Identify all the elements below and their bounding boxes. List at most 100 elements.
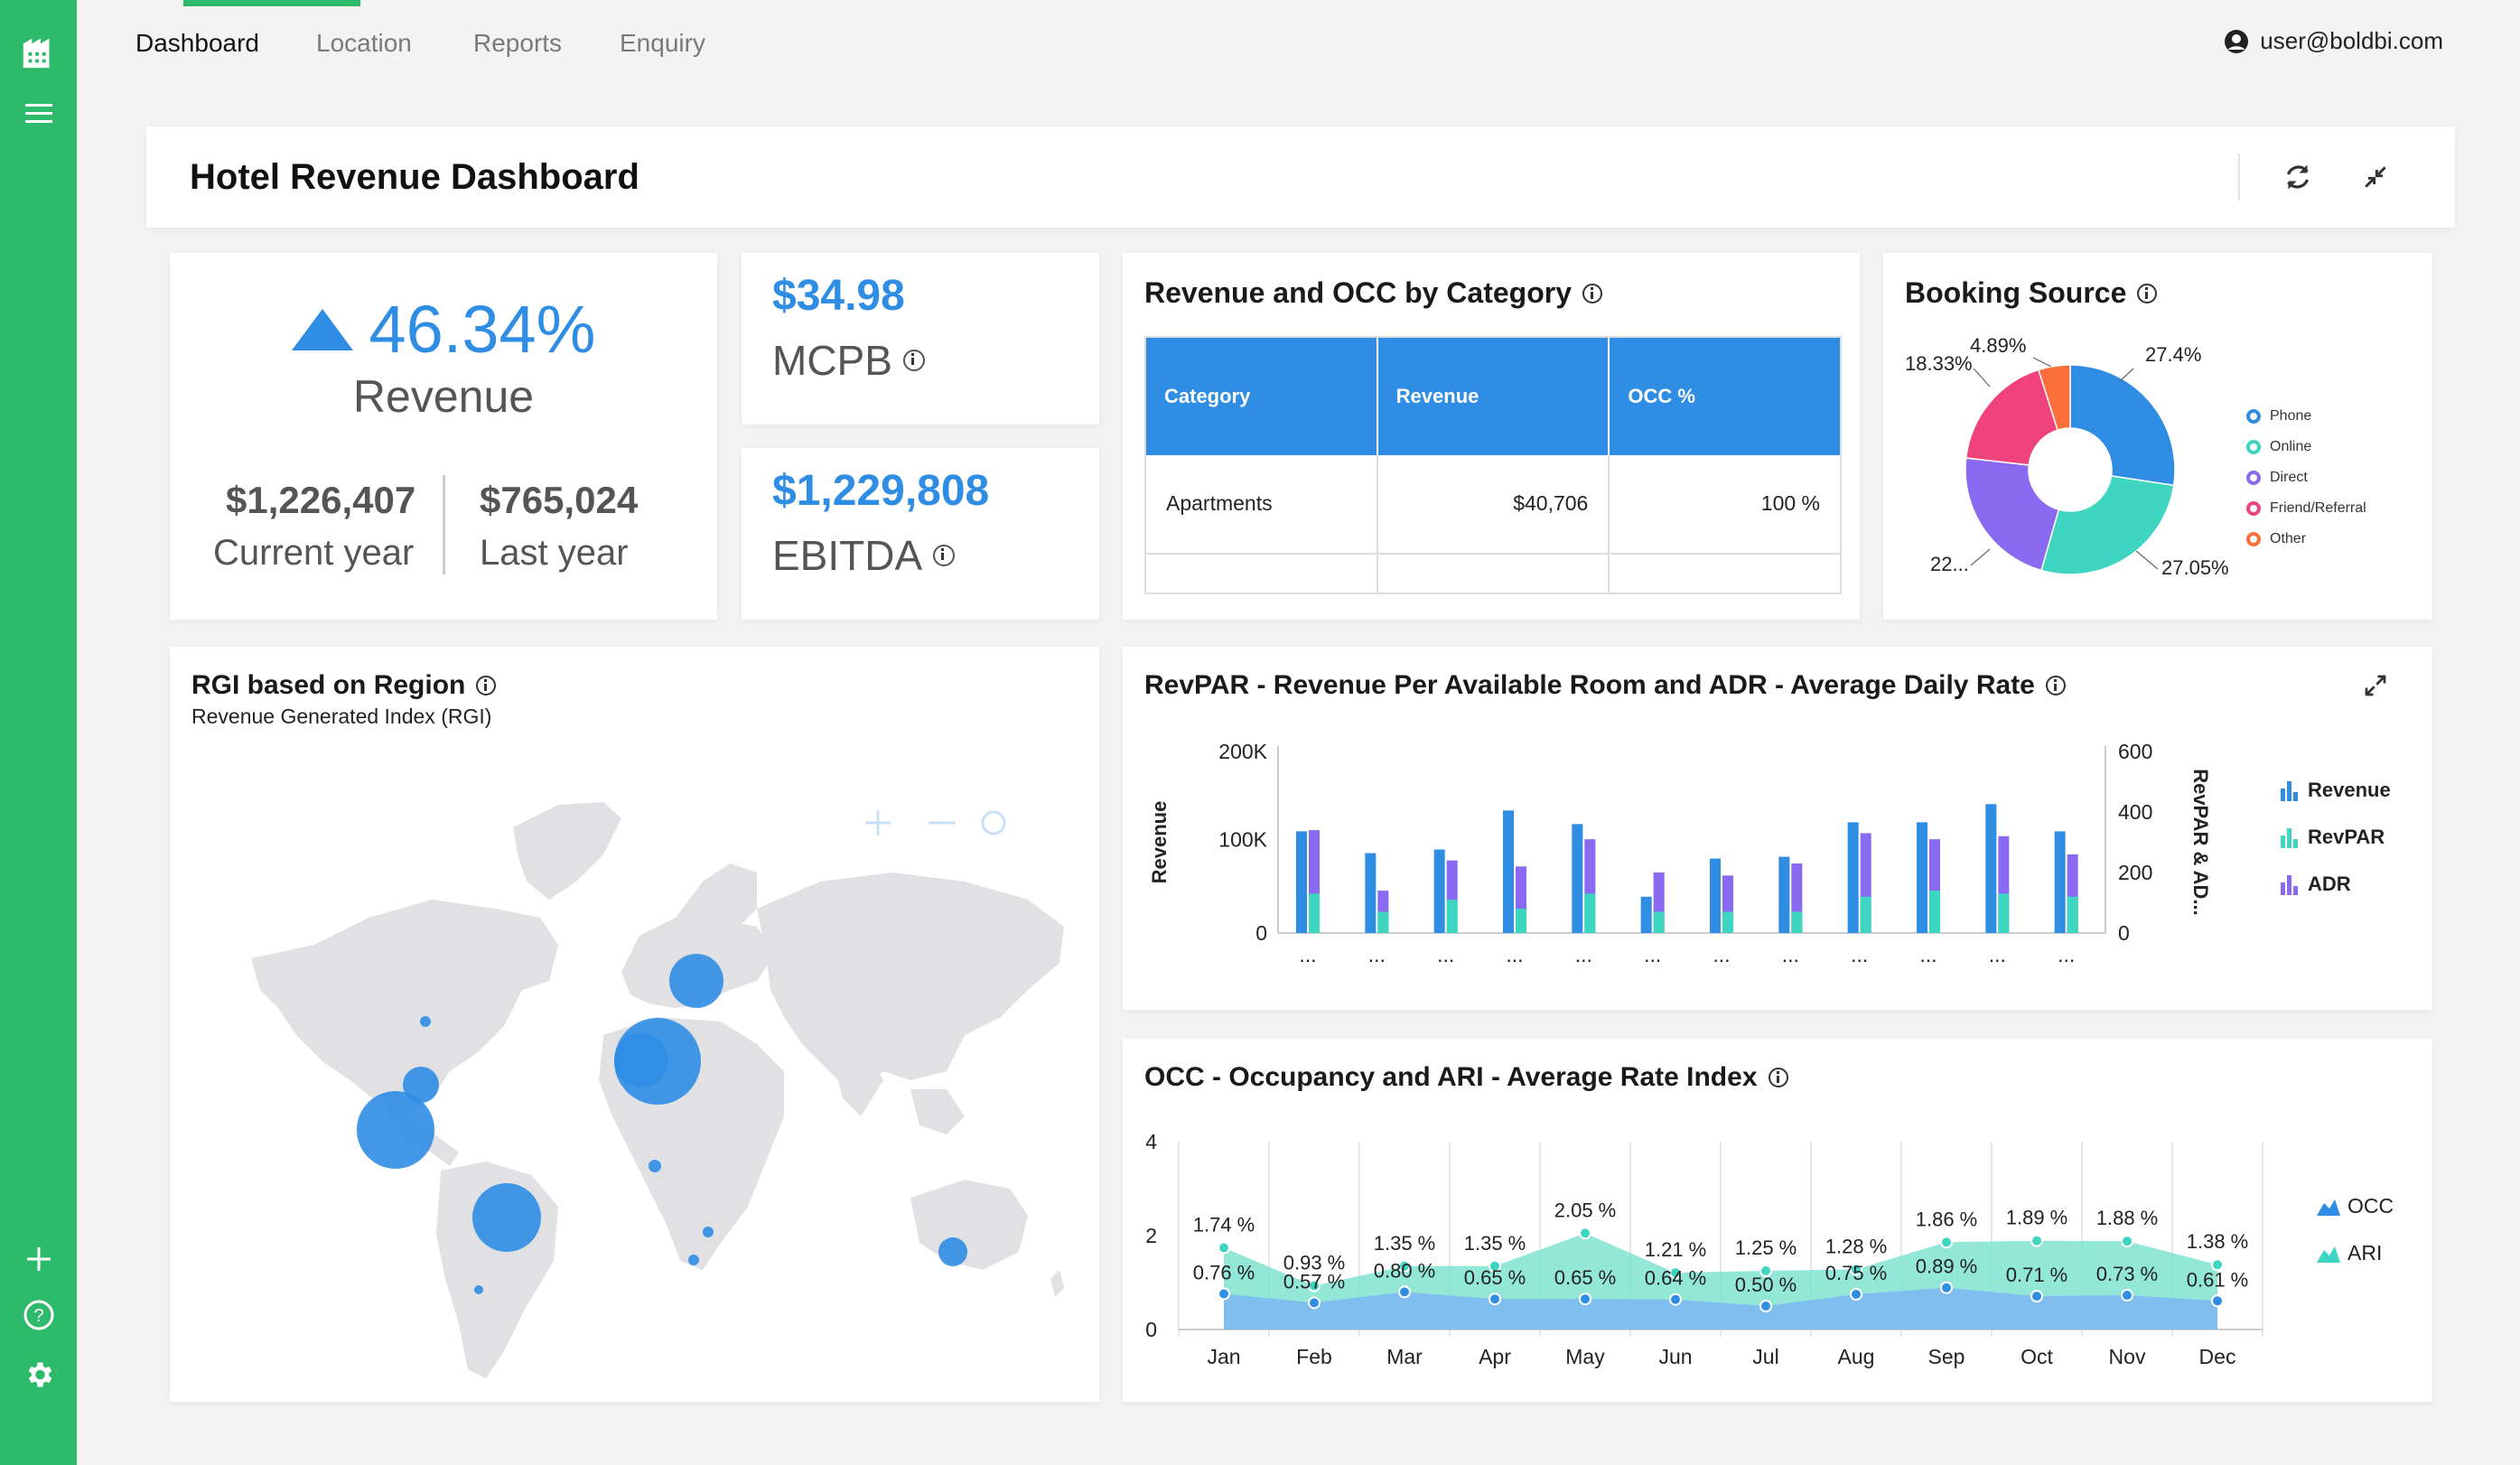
ari-point[interactable] [2030,1290,2043,1303]
column-header[interactable]: Category [1146,338,1378,455]
x-tick-label: Apr [1479,1345,1511,1368]
refresh-icon[interactable] [2282,161,2314,193]
info-icon[interactable] [1768,1068,1788,1087]
pie-slice-phone[interactable] [2069,364,2176,487]
bar-revenue[interactable] [1778,856,1790,933]
occ-point[interactable] [2030,1234,2043,1247]
ari-point[interactable] [1940,1281,1953,1294]
legend-revenue[interactable]: Revenue [2279,779,2391,802]
info-icon[interactable] [476,676,497,695]
bar-revpar[interactable] [1516,909,1526,933]
bar-revenue[interactable] [1847,822,1859,933]
user-email: user@boldbi.com [2260,27,2443,54]
pie-slice-friend-referral[interactable] [1965,369,2059,466]
bar-revpar[interactable] [2067,896,2078,933]
bar-revenue[interactable] [2054,831,2066,933]
ari-point[interactable] [2121,1289,2133,1302]
ari-point[interactable] [2211,1294,2224,1308]
info-icon[interactable] [1582,283,1602,303]
occ-point[interactable] [1669,1266,1682,1280]
bar-revenue[interactable] [1917,822,1927,933]
bar-revpar[interactable] [1653,911,1665,933]
x-tick-label: Jun [1658,1345,1692,1368]
bar-revenue[interactable] [1572,824,1583,933]
help-icon[interactable]: ? [0,1297,77,1333]
gear-icon[interactable] [0,1355,77,1395]
tab-dashboard[interactable]: Dashboard [135,29,259,57]
column-header[interactable]: OCC % [1628,385,1695,407]
occ-point[interactable] [1308,1279,1321,1292]
pie-data-label: 27.05% [2161,556,2229,579]
legend-online[interactable]: Online [2246,439,2311,455]
pie-slice-online[interactable] [2040,475,2175,575]
info-icon[interactable] [2045,676,2066,695]
ari-point[interactable] [1579,1292,1591,1306]
booking-source-title: Booking Source [1905,276,2158,310]
legend-occ[interactable]: OCC [2317,1194,2394,1218]
world-map[interactable] [170,647,1099,1402]
ari-point[interactable] [1218,1287,1230,1301]
occ-point[interactable] [1398,1259,1411,1273]
bar-revpar[interactable] [1929,891,1940,933]
legend-direct[interactable]: Direct [2246,470,2308,486]
legend-phone[interactable]: Phone [2246,408,2311,425]
ari-point[interactable] [1489,1292,1501,1306]
tab-enquiry[interactable]: Enquiry [620,29,705,57]
building-icon[interactable] [0,27,77,74]
category-table-title-text: Revenue and OCC by Category [1144,276,1572,309]
ari-point[interactable] [1850,1288,1862,1301]
legend-other[interactable]: Other [2246,531,2306,547]
ari-point[interactable] [1669,1292,1682,1306]
info-icon[interactable] [2137,283,2158,303]
occ-point[interactable] [1850,1263,1862,1276]
bar-revpar[interactable] [1860,896,1871,933]
bar-revenue[interactable] [1433,849,1445,933]
pie-slice-other[interactable] [2037,364,2071,432]
bar-revpar[interactable] [1998,893,2010,933]
occ-point[interactable] [1489,1259,1501,1273]
user-menu[interactable]: user@boldbi.com [2224,27,2443,55]
menu-icon[interactable] [0,96,77,132]
legend-friend-referral[interactable]: Friend/Referral [2246,500,2366,517]
legend-adr[interactable]: ADR [2279,872,2351,896]
collapse-icon[interactable] [2361,163,2390,191]
legend-revpar[interactable]: RevPAR [2279,826,2385,849]
pie-slice-direct[interactable] [1965,457,2060,572]
ari-point[interactable] [1759,1300,1772,1312]
x-tick-label: ... [1989,943,2006,966]
tab-location[interactable]: Location [316,29,412,57]
occ-point[interactable] [1940,1236,1953,1249]
occ-point[interactable] [2121,1235,2133,1248]
bar-revpar[interactable] [1722,911,1733,933]
occ-point[interactable] [2211,1258,2224,1272]
area-ari[interactable] [1224,1287,2217,1330]
occ-point[interactable] [1759,1264,1772,1277]
bar-revenue[interactable] [1296,831,1307,933]
occ-point[interactable] [1218,1241,1230,1255]
bar-revpar[interactable] [1446,900,1458,933]
table-row[interactable] [1146,555,1840,593]
tab-reports[interactable]: Reports [473,29,563,57]
ari-point[interactable] [1398,1285,1411,1299]
bar-revenue[interactable] [1365,853,1377,933]
bar-revenue[interactable] [1503,810,1514,933]
expand-icon[interactable] [2362,672,2389,699]
column-header[interactable]: Revenue [1378,338,1610,455]
occ-point[interactable] [1579,1227,1591,1240]
bar-revenue[interactable] [1710,858,1721,933]
legend-ari[interactable]: ARI [2317,1241,2382,1265]
current-year-value: $1,226,407 [226,479,416,521]
bar-revpar[interactable] [1309,893,1320,933]
bar-revpar[interactable] [1791,911,1803,933]
bar-revpar[interactable] [1584,893,1596,933]
table-row[interactable]: Apartments $40,706 100 % [1146,455,1840,555]
bar-revenue[interactable] [1640,896,1652,933]
plus-icon[interactable] [0,1241,77,1277]
info-icon[interactable] [933,545,956,566]
ari-point[interactable] [1308,1296,1321,1310]
bar-revenue[interactable] [1985,804,1997,933]
rgi-title: RGI based on Region [191,670,497,701]
bar-revpar[interactable] [1377,911,1389,933]
info-icon[interactable] [902,350,925,371]
occ-data-label: 1.89 % [2006,1207,2068,1229]
